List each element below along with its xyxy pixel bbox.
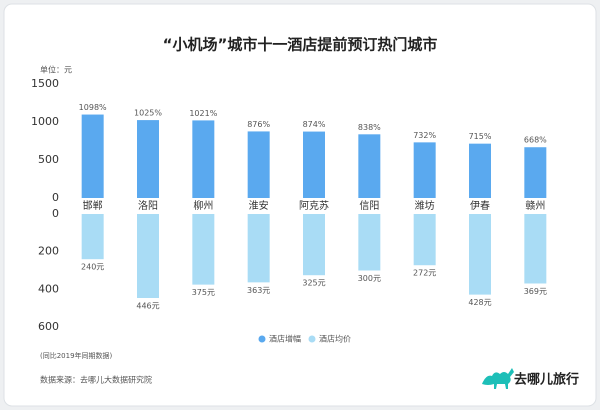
bar <box>137 120 159 198</box>
value-label: 325元 <box>302 279 325 288</box>
value-label: 300元 <box>358 274 381 283</box>
x-tick-label: 洛阳 <box>138 199 158 212</box>
bar <box>524 147 547 198</box>
bar <box>192 120 215 198</box>
bar <box>524 214 547 284</box>
chart-title: “小机场”城市十一酒店提前预订热门城市 <box>163 36 438 54</box>
source: 数据来源：去哪儿大数据研究院 <box>40 375 152 385</box>
x-tick-label: 信阳 <box>359 200 379 212</box>
legend-label: 酒店均价 <box>319 334 351 344</box>
value-label: 1021% <box>189 109 217 118</box>
x-tick-label: 淮安 <box>249 199 269 212</box>
bar <box>192 214 215 285</box>
legend-swatch <box>308 335 316 343</box>
logo-icon <box>482 368 514 389</box>
y-tick-label: 1000 <box>31 115 59 128</box>
x-tick-label: 赣州 <box>525 199 545 212</box>
value-label: 446元 <box>136 301 159 310</box>
value-label: 369元 <box>524 287 547 296</box>
value-label: 874% <box>303 120 326 129</box>
bar <box>137 214 159 298</box>
y-tick-label: 0 <box>52 191 59 204</box>
x-tick-label: 邯郸 <box>83 199 103 212</box>
value-label: 272元 <box>413 269 436 278</box>
value-label: 1098% <box>79 103 107 112</box>
value-label: 1025% <box>134 109 162 118</box>
card <box>3 3 597 407</box>
bar <box>247 131 270 198</box>
x-tick-label: 潍坊 <box>415 199 435 212</box>
logo: 去哪儿旅行 <box>482 368 579 389</box>
bar <box>358 134 381 198</box>
bar <box>81 214 104 260</box>
y2-tick-label: 0 <box>52 207 59 220</box>
x-tick-label: 伊春 <box>470 200 490 212</box>
value-label: 838% <box>358 123 381 132</box>
value-label: 375元 <box>192 288 215 297</box>
bar <box>358 214 381 271</box>
bar <box>303 131 325 198</box>
value-label: 732% <box>413 131 436 140</box>
value-label: 715% <box>469 132 492 141</box>
legend-label: 酒店增幅 <box>269 334 301 344</box>
y2-tick-label: 600 <box>38 320 59 333</box>
value-label: 876% <box>247 120 270 129</box>
note: (同比2019年同期数据) <box>40 351 113 360</box>
value-label: 428元 <box>468 298 491 307</box>
bar <box>303 214 325 276</box>
y-tick-label: 500 <box>38 153 59 166</box>
x-tick-label: 阿克苏 <box>299 199 329 212</box>
unit-label: 单位：元 <box>40 65 72 75</box>
value-label: 668% <box>524 136 547 145</box>
value-label: 363元 <box>247 286 270 295</box>
bar <box>413 214 436 266</box>
bar <box>81 114 104 198</box>
x-tick-label: 柳州 <box>193 199 213 212</box>
y-tick-label: 1500 <box>31 77 59 90</box>
bar <box>469 143 491 198</box>
bar <box>413 142 436 198</box>
y2-tick-label: 200 <box>38 245 59 258</box>
value-label: 240元 <box>81 263 104 272</box>
bar <box>247 214 270 283</box>
y2-tick-label: 400 <box>38 282 59 295</box>
brand: 去哪儿旅行 <box>514 372 579 388</box>
bar <box>469 214 491 295</box>
legend-swatch <box>258 335 266 343</box>
